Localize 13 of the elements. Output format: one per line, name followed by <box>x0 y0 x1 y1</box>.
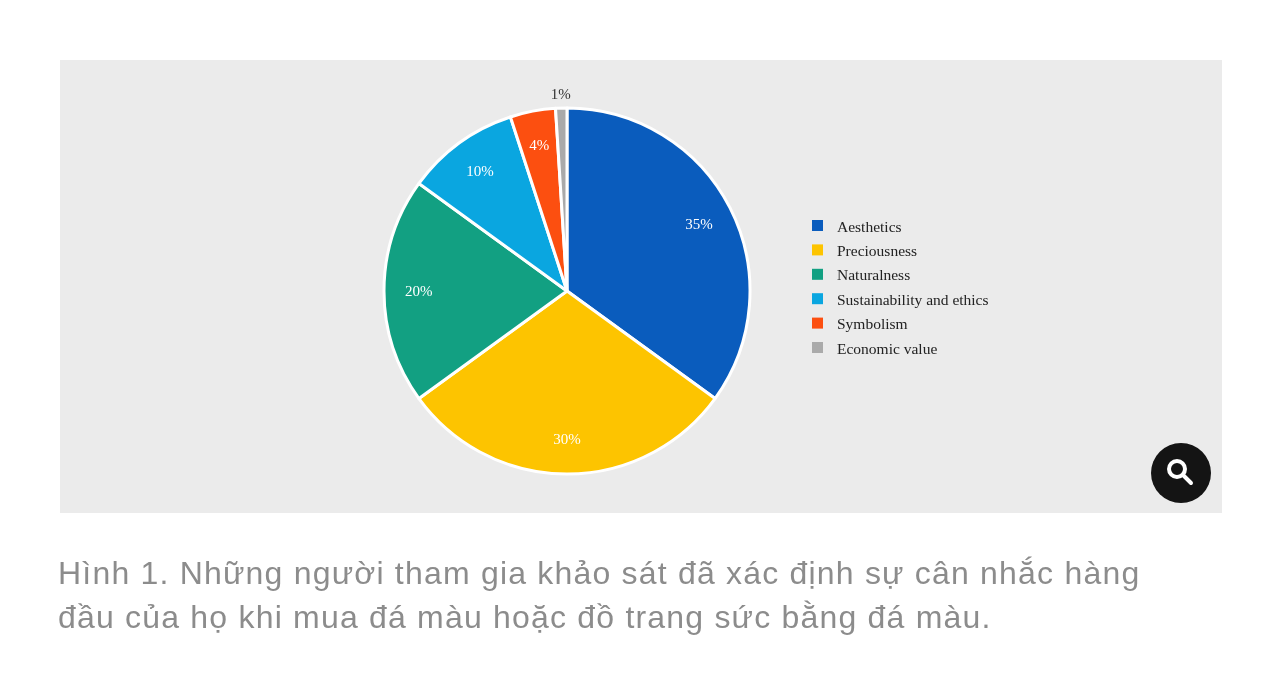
legend-label: Sustainability and ethics <box>837 290 989 308</box>
data-label: 10% <box>466 163 494 180</box>
data-label: 30% <box>553 431 581 448</box>
text: Hình 1. Những người tham gia khảo sát đã xác định sự cân nhắc hàng đầu của họ khi mua đá màu hoặc đồ trang sức bằng đá màu. <box>58 554 1142 637</box>
legend-label: Preciousness <box>837 241 918 259</box>
legend-label: Symbolism <box>837 315 908 333</box>
data-label: 1% <box>550 86 571 103</box>
data-label: 35% <box>685 215 713 232</box>
legend-label: Naturalness <box>837 266 911 284</box>
legend-label: Aesthetics <box>837 217 902 235</box>
data-label: 20% <box>405 283 433 299</box>
data-label: 4% <box>529 137 550 154</box>
legend-label: Economic value <box>837 339 938 357</box>
